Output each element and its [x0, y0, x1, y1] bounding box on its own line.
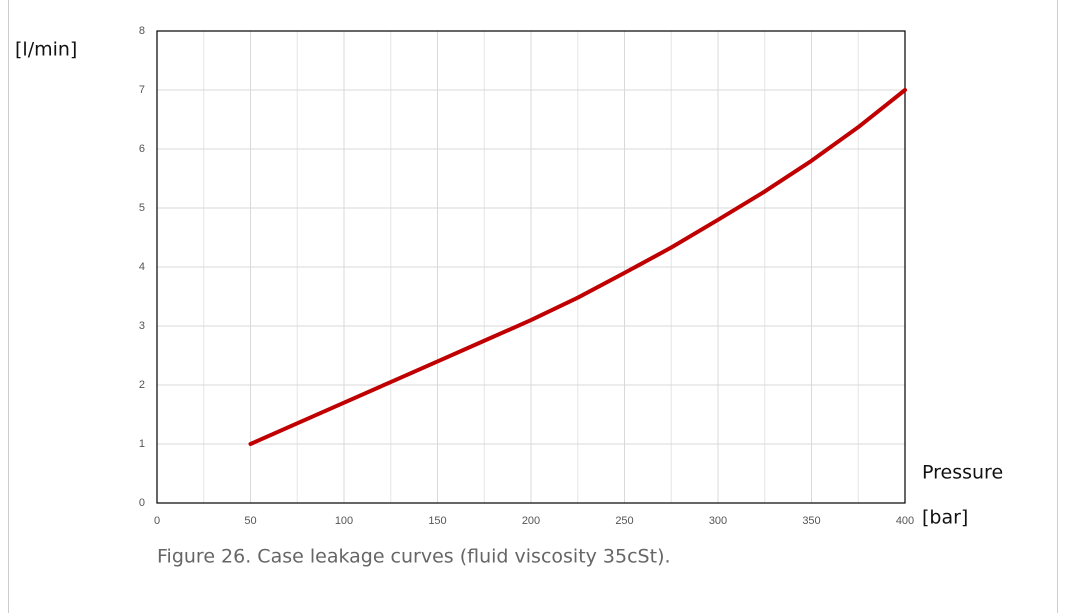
x-tick-label: 0 — [154, 515, 160, 527]
y-tick-label: 4 — [139, 261, 145, 273]
x-tick-label: 400 — [896, 515, 914, 527]
y-tick-label: 7 — [139, 84, 145, 96]
x-tick-label: 250 — [615, 515, 633, 527]
x-axis-unit: [bar] — [922, 507, 968, 529]
y-tick-label: 3 — [139, 320, 145, 332]
y-axis-label: [l/min] — [15, 39, 77, 61]
plot-area — [156, 30, 906, 504]
x-tick-label: 300 — [709, 515, 727, 527]
x-tick-label: 100 — [335, 515, 353, 527]
line-series — [248, 88, 907, 446]
x-tick-label: 350 — [802, 515, 820, 527]
y-tick-label: 1 — [139, 438, 145, 450]
y-tick-label: 6 — [139, 143, 145, 155]
y-tick-label: 0 — [139, 497, 145, 509]
x-tick-label: 150 — [428, 515, 446, 527]
frame — [8, 0, 1058, 613]
x-tick-label: 200 — [522, 515, 540, 527]
y-tick-label: 5 — [139, 202, 145, 214]
x-axis-label: Pressure — [922, 462, 1003, 484]
x-tick-label: 50 — [244, 515, 256, 527]
caption: Figure 26. Case leakage curves (fluid vi… — [157, 546, 671, 568]
y-tick-label: 2 — [139, 379, 145, 391]
y-tick-label: 8 — [139, 25, 145, 37]
